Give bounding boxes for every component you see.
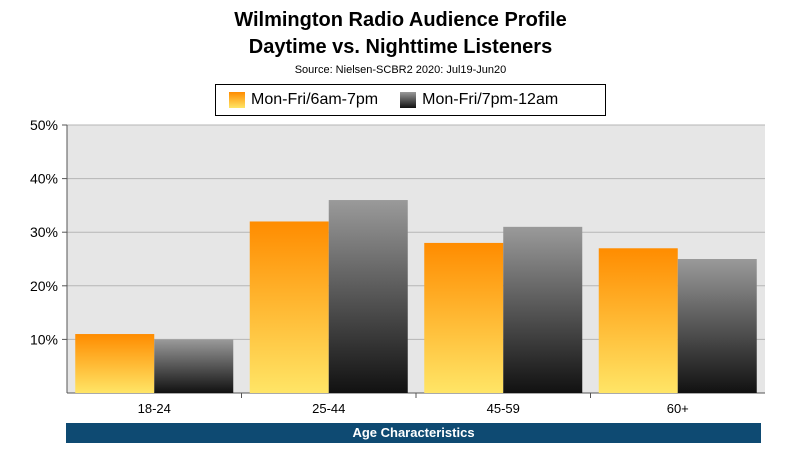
- legend-swatch-nighttime: [400, 92, 417, 108]
- y-tick-label: 10%: [30, 331, 58, 347]
- legend-label-daytime: Mon-Fri/6am-7pm: [251, 91, 379, 108]
- x-axis-label: Age Characteristics: [66, 423, 761, 443]
- y-tick-label: 50%: [30, 117, 58, 133]
- bar-daytime-45-59: [424, 242, 504, 393]
- bar-nighttime-18-24: [154, 339, 234, 393]
- chart-source: Source: Nielsen-SCBR2 2020: Jul19-Jun20: [294, 64, 507, 76]
- legend-swatch-daytime: [229, 92, 245, 108]
- y-tick-label: 30%: [30, 224, 58, 240]
- legend-item-nighttime: Mon-Fri/7pm-12am: [400, 91, 558, 109]
- bar-daytime-18-24: [75, 334, 155, 393]
- y-tick-label: 20%: [30, 278, 58, 294]
- chart-title: Wilmington Radio Audience Profile: [234, 9, 567, 31]
- legend-item-daytime: Mon-Fri/6am-7pm: [229, 91, 378, 109]
- x-tick-label: 45-59: [487, 401, 520, 416]
- bar-nighttime-60+: [677, 259, 757, 393]
- legend-label-nighttime: Mon-Fri/7pm-12am: [422, 91, 559, 108]
- bar-daytime-60+: [598, 248, 678, 393]
- bar-nighttime-45-59: [503, 226, 583, 393]
- chart-subtitle: Daytime vs. Nighttime Listeners: [248, 36, 553, 58]
- chart-legend: Mon-Fri/6am-7pm Mon-Fri/7pm-12am: [215, 84, 606, 116]
- x-tick-label: 60+: [667, 401, 689, 416]
- x-tick-label: 25-44: [312, 401, 345, 416]
- bar-daytime-25-44: [249, 221, 329, 393]
- bar-nighttime-25-44: [328, 200, 408, 393]
- y-tick-label: 40%: [30, 171, 58, 187]
- x-tick-label: 18-24: [138, 401, 171, 416]
